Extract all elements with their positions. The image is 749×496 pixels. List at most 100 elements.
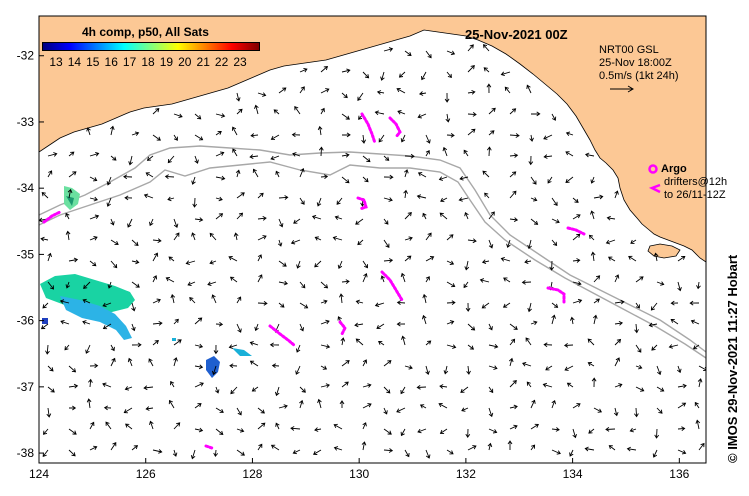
current-arrow	[341, 279, 350, 284]
current-arrow	[341, 132, 351, 138]
current-arrow	[383, 197, 393, 202]
current-arrow	[164, 174, 175, 179]
current-arrow	[593, 407, 603, 413]
current-arrow	[249, 341, 259, 346]
current-arrow	[131, 259, 140, 265]
current-arrow	[168, 256, 175, 262]
current-arrow	[173, 339, 182, 346]
current-arrow	[215, 175, 226, 181]
current-arrow	[341, 176, 350, 184]
current-arrow	[446, 449, 454, 455]
argo-track	[356, 196, 368, 211]
current-arrow	[85, 344, 91, 354]
current-arrow	[215, 428, 224, 436]
current-arrow	[106, 176, 112, 186]
current-arrow	[614, 338, 622, 346]
current-arrow	[425, 340, 432, 346]
current-arrow	[40, 323, 49, 330]
current-arrow	[543, 134, 553, 140]
argo-track	[42, 210, 62, 224]
colorbar-tick-label: 16	[105, 55, 119, 69]
current-arrow	[215, 113, 226, 118]
current-arrow	[417, 113, 427, 119]
current-arrow	[233, 232, 239, 241]
current-arrow	[503, 277, 511, 283]
current-arrow	[446, 344, 457, 349]
current-arrow	[109, 125, 115, 136]
current-arrow	[290, 426, 301, 431]
current-arrow	[314, 260, 322, 268]
current-arrow	[336, 197, 343, 205]
current-arrow	[47, 252, 52, 262]
current-arrow	[527, 302, 532, 313]
current-arrow	[486, 83, 492, 94]
current-arrow	[42, 428, 49, 435]
colorbar-tick-label: 15	[86, 55, 100, 69]
current-arrow	[172, 449, 178, 457]
current-arrow	[131, 281, 140, 288]
current-arrow	[551, 218, 560, 224]
current-arrow	[572, 281, 582, 286]
colorbar-tick-label: 23	[233, 55, 247, 69]
current-arrow	[689, 300, 700, 306]
current-arrow	[446, 234, 454, 241]
current-arrow	[320, 174, 329, 180]
current-arrow	[339, 400, 345, 408]
current-arrow	[551, 449, 561, 455]
current-arrow	[374, 302, 385, 308]
current-arrow	[299, 197, 305, 205]
current-arrow	[383, 386, 391, 394]
current-arrow	[383, 360, 392, 367]
current-arrow	[467, 128, 476, 136]
current-arrow	[110, 218, 115, 226]
current-arrow	[341, 381, 349, 388]
current-arrow	[509, 108, 517, 115]
current-arrow	[526, 84, 532, 94]
current-arrow	[607, 256, 616, 262]
current-arrow	[694, 401, 700, 409]
argo-track	[388, 116, 402, 139]
current-arrow	[293, 218, 301, 224]
current-arrow	[299, 302, 309, 309]
current-arrow	[543, 154, 553, 159]
current-arrow	[320, 65, 329, 73]
current-arrow	[191, 232, 196, 241]
current-arrow	[236, 108, 243, 115]
current-arrow	[404, 255, 412, 262]
current-arrow	[488, 107, 496, 115]
current-arrow	[299, 281, 306, 289]
current-arrow	[565, 131, 574, 136]
current-arrow	[572, 258, 581, 263]
current-arrow	[89, 196, 98, 202]
current-arrow	[215, 321, 224, 327]
colorbar-tick-label: 17	[123, 55, 137, 69]
current-arrow	[404, 153, 415, 159]
current-arrow	[588, 428, 595, 434]
colorbar-tick-label: 14	[68, 55, 82, 69]
current-arrow	[422, 293, 428, 304]
current-arrow	[383, 239, 390, 248]
current-arrow	[102, 323, 112, 330]
current-arrow	[509, 217, 519, 223]
current-arrow	[89, 176, 98, 182]
current-arrow	[446, 281, 456, 288]
current-arrow	[416, 194, 427, 199]
current-arrow	[110, 442, 117, 451]
current-arrow	[357, 92, 364, 101]
current-arrow	[460, 386, 469, 393]
current-arrow	[168, 399, 175, 409]
current-arrow	[526, 381, 532, 388]
current-arrow	[194, 217, 204, 223]
current-arrow	[317, 125, 323, 136]
y-tick-label: -37	[17, 380, 35, 394]
current-arrow	[461, 407, 469, 412]
current-arrow	[464, 260, 470, 271]
date-label: 25-Nov-2021 00Z	[465, 27, 568, 42]
current-arrow	[131, 342, 142, 348]
current-arrow	[677, 426, 686, 432]
current-arrow	[47, 281, 54, 290]
current-arrow	[320, 281, 329, 289]
current-arrow	[316, 197, 322, 207]
current-arrow	[563, 342, 574, 348]
current-arrow	[123, 407, 133, 414]
